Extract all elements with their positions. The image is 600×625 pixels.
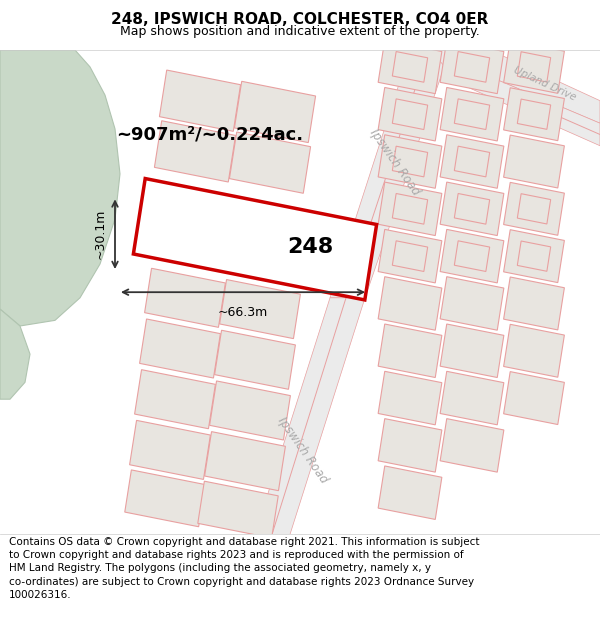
Text: Upland Drive: Upland Drive: [512, 65, 578, 102]
Polygon shape: [440, 229, 504, 283]
Polygon shape: [229, 132, 311, 193]
Polygon shape: [480, 50, 600, 123]
Polygon shape: [517, 241, 551, 271]
Polygon shape: [503, 182, 565, 235]
Text: 248: 248: [287, 237, 333, 257]
Polygon shape: [392, 99, 428, 129]
Polygon shape: [517, 52, 551, 82]
Polygon shape: [517, 194, 551, 224]
Polygon shape: [517, 99, 551, 129]
Polygon shape: [503, 41, 565, 93]
Polygon shape: [392, 241, 428, 271]
Polygon shape: [140, 319, 220, 378]
Polygon shape: [160, 70, 241, 131]
Polygon shape: [392, 146, 428, 177]
Text: ~30.1m: ~30.1m: [94, 209, 107, 259]
Polygon shape: [378, 419, 442, 472]
Text: Ipswich Road: Ipswich Road: [367, 127, 422, 198]
Text: Contains OS data © Crown copyright and database right 2021. This information is : Contains OS data © Crown copyright and d…: [9, 537, 479, 600]
Polygon shape: [440, 88, 504, 141]
Polygon shape: [454, 99, 490, 129]
Polygon shape: [392, 52, 428, 82]
Polygon shape: [454, 52, 490, 82]
Polygon shape: [440, 182, 504, 236]
Polygon shape: [440, 324, 504, 378]
Polygon shape: [378, 371, 442, 425]
Polygon shape: [378, 135, 442, 188]
Text: Ipswich Road: Ipswich Road: [275, 414, 331, 486]
Polygon shape: [220, 279, 301, 339]
Polygon shape: [0, 50, 120, 326]
Polygon shape: [378, 466, 442, 519]
Polygon shape: [440, 371, 504, 425]
Polygon shape: [503, 229, 565, 282]
Polygon shape: [378, 324, 442, 378]
Polygon shape: [454, 194, 490, 224]
Polygon shape: [503, 135, 565, 188]
Polygon shape: [503, 372, 565, 424]
Polygon shape: [209, 381, 290, 440]
Polygon shape: [378, 88, 442, 141]
Text: ~66.3m: ~66.3m: [218, 306, 268, 319]
Text: ~907m²/~0.224ac.: ~907m²/~0.224ac.: [116, 126, 304, 144]
Polygon shape: [198, 481, 278, 538]
Polygon shape: [154, 121, 236, 182]
Polygon shape: [392, 194, 428, 224]
Polygon shape: [255, 298, 365, 534]
Polygon shape: [235, 81, 316, 142]
Text: 248, IPSWICH ROAD, COLCHESTER, CO4 0ER: 248, IPSWICH ROAD, COLCHESTER, CO4 0ER: [112, 12, 488, 28]
Polygon shape: [440, 277, 504, 330]
Polygon shape: [215, 330, 295, 389]
Polygon shape: [130, 421, 211, 479]
Polygon shape: [133, 179, 377, 300]
Polygon shape: [454, 146, 490, 177]
Polygon shape: [378, 277, 442, 330]
Polygon shape: [134, 369, 215, 429]
Polygon shape: [378, 40, 442, 94]
Polygon shape: [145, 268, 226, 328]
Polygon shape: [440, 419, 504, 472]
Text: Map shows position and indicative extent of the property.: Map shows position and indicative extent…: [120, 24, 480, 38]
Polygon shape: [205, 432, 286, 491]
Polygon shape: [330, 50, 450, 298]
Polygon shape: [378, 229, 442, 283]
Polygon shape: [378, 182, 442, 236]
Polygon shape: [440, 40, 504, 94]
Polygon shape: [503, 277, 565, 330]
Polygon shape: [440, 135, 504, 188]
Polygon shape: [0, 309, 30, 399]
Polygon shape: [454, 241, 490, 271]
Polygon shape: [503, 88, 565, 141]
Polygon shape: [503, 324, 565, 378]
Polygon shape: [125, 470, 205, 527]
Polygon shape: [430, 50, 600, 146]
